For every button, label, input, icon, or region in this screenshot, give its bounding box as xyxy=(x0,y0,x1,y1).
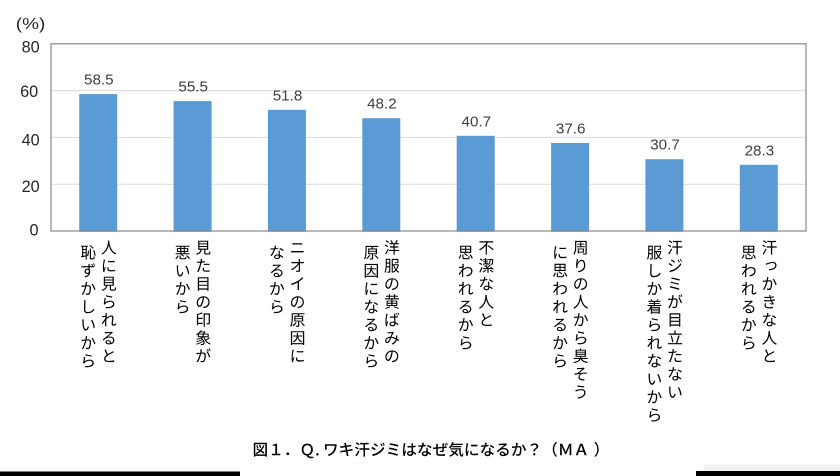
svg-text:0: 0 xyxy=(30,221,39,239)
svg-text:20: 20 xyxy=(22,178,40,196)
svg-text:51.8: 51.8 xyxy=(273,87,303,104)
svg-text:40.7: 40.7 xyxy=(462,113,492,130)
svg-text:55.5: 55.5 xyxy=(178,79,208,96)
svg-text:(%): (%) xyxy=(16,16,46,33)
svg-text:58.5: 58.5 xyxy=(84,72,114,89)
svg-text:48.2: 48.2 xyxy=(367,96,397,113)
svg-text:37.6: 37.6 xyxy=(556,121,586,138)
svg-text:60: 60 xyxy=(20,83,38,101)
svg-text:28.3: 28.3 xyxy=(745,142,775,159)
svg-text:80: 80 xyxy=(22,39,40,57)
svg-text:30.7: 30.7 xyxy=(650,137,680,154)
svg-text:40: 40 xyxy=(22,132,40,150)
